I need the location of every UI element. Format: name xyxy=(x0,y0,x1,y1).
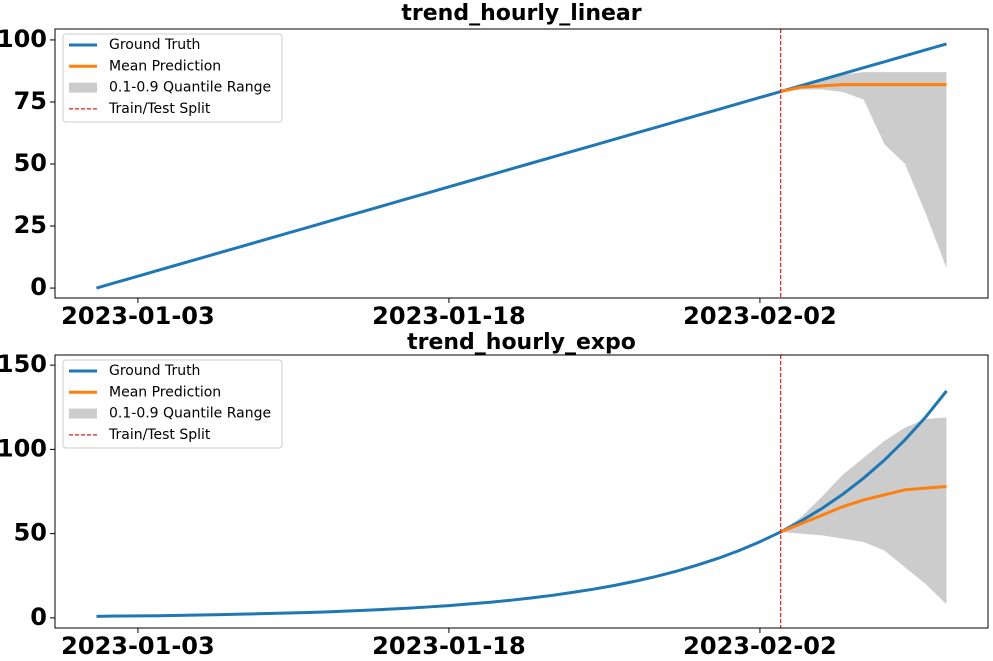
x-tick-label: 2023-01-18 xyxy=(372,302,526,330)
series-line xyxy=(780,83,947,94)
x-tick-label: 2023-01-03 xyxy=(61,632,215,660)
legend-box xyxy=(62,33,283,123)
quantile-band xyxy=(780,417,947,605)
y-tick-label: 100 xyxy=(0,25,47,53)
legend-swatch xyxy=(69,82,97,93)
legend-label: Mean Prediction xyxy=(109,58,221,74)
legend-swatch xyxy=(69,408,97,419)
legend-box xyxy=(62,359,283,449)
y-tick-label: 150 xyxy=(0,350,47,378)
x-tick-label: 2023-02-02 xyxy=(683,632,837,660)
legend-label: 0.1-0.9 Quantile Range xyxy=(109,80,271,96)
series-line xyxy=(780,484,947,534)
y-tick-label: 25 xyxy=(14,211,47,239)
legend-label: Train/Test Split xyxy=(108,427,211,443)
legend-label: Train/Test Split xyxy=(108,101,211,117)
legend-label: Ground Truth xyxy=(109,363,200,379)
x-tick-label: 2023-02-02 xyxy=(683,302,837,330)
y-tick-label: 0 xyxy=(30,273,47,301)
y-tick-label: 100 xyxy=(0,434,47,462)
y-tick-label: 50 xyxy=(14,519,47,547)
chart-title: trend_hourly_expo xyxy=(407,330,636,355)
legend-label: Ground Truth xyxy=(109,37,200,53)
series-line xyxy=(96,42,947,290)
y-tick-label: 75 xyxy=(14,87,47,115)
legend-label: Mean Prediction xyxy=(109,384,221,400)
legend-label: 0.1-0.9 Quantile Range xyxy=(109,406,271,422)
axes-frame xyxy=(54,354,989,629)
x-tick-label: 2023-01-03 xyxy=(61,302,215,330)
quantile-band xyxy=(780,72,947,269)
x-tick-label: 2023-01-18 xyxy=(372,632,526,660)
y-tick-label: 0 xyxy=(30,603,47,631)
y-tick-label: 50 xyxy=(14,149,47,177)
chart-title: trend_hourly_linear xyxy=(401,1,641,26)
series-line xyxy=(96,389,948,618)
